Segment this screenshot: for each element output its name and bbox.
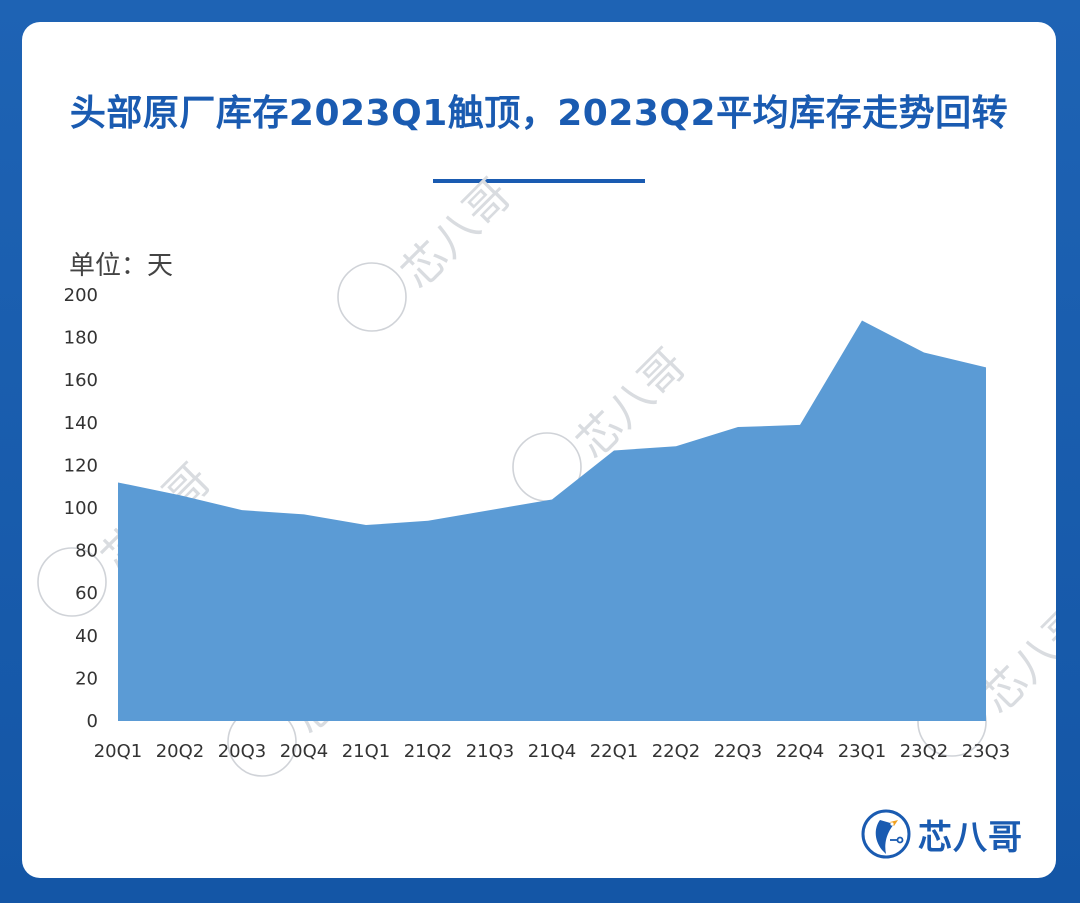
y-axis: 0 20 40 60 80 100 120 140 160 180 200 [64, 285, 98, 732]
x-tick-label: 23Q1 [838, 741, 887, 762]
y-tick-label: 100 [64, 498, 98, 519]
watermark: 芯八哥 [337, 169, 521, 332]
y-tick-label: 140 [64, 413, 98, 434]
x-tick-label: 21Q1 [342, 741, 391, 762]
y-tick-label: 0 [87, 711, 98, 732]
unit-label: 单位：天 [69, 251, 174, 281]
y-tick-label: 80 [75, 541, 98, 562]
x-tick-label: 22Q2 [652, 741, 701, 762]
chart-title: 头部原厂库存2023Q1触顶，2023Q2平均库存走势回转 [69, 93, 1009, 134]
x-tick-label: 23Q3 [962, 741, 1011, 762]
x-axis: 20Q1 20Q2 20Q3 20Q4 21Q1 21Q2 21Q3 21Q4 22Q1 22Q2… [94, 741, 1011, 762]
x-tick-label: 21Q4 [528, 741, 577, 762]
logo-text: 芯八哥 [918, 817, 1023, 858]
x-tick-label: 20Q2 [156, 741, 205, 762]
x-tick-label: 20Q3 [218, 741, 267, 762]
x-tick-label: 20Q1 [94, 741, 143, 762]
y-tick-label: 20 [75, 668, 98, 689]
x-tick-label: 22Q4 [776, 741, 825, 762]
brand-logo: 芯八哥 [860, 808, 1023, 860]
y-tick-label: 200 [64, 285, 98, 306]
x-tick-label: 21Q3 [466, 741, 515, 762]
y-tick-label: 160 [64, 370, 98, 391]
chart-card: 头部原厂库存2023Q1触顶，2023Q2平均库存走势回转 单位：天 芯八哥 芯八… [22, 22, 1056, 878]
area-chart: 芯八哥芯八哥芯八哥芯八哥芯八哥芯八哥 020406080100120140160… [37, 169, 1056, 777]
title-underline [433, 179, 645, 183]
y-tick-label: 180 [64, 328, 98, 349]
y-tick-label: 60 [75, 583, 98, 604]
x-tick-label: 21Q2 [404, 741, 453, 762]
x-tick-label: 23Q2 [900, 741, 949, 762]
x-tick-label: 22Q3 [714, 741, 763, 762]
bird-logo-icon [861, 809, 911, 859]
y-tick-label: 40 [75, 626, 98, 647]
x-tick-label: 20Q4 [280, 741, 329, 762]
x-tick-label: 22Q1 [590, 741, 639, 762]
svg-text:芯八哥: 芯八哥 [392, 169, 521, 298]
area-series [118, 320, 986, 721]
y-tick-label: 120 [64, 455, 98, 476]
